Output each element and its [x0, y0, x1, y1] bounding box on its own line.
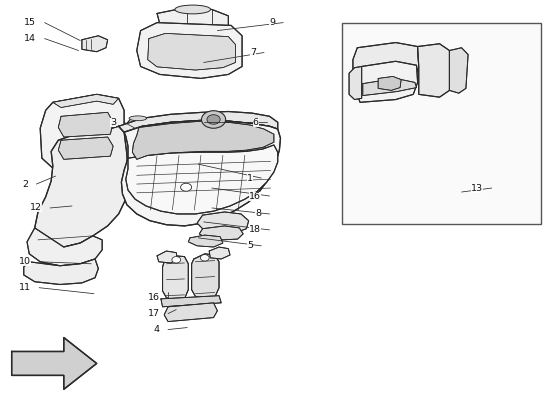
- Polygon shape: [209, 247, 230, 259]
- Polygon shape: [363, 78, 416, 96]
- Polygon shape: [353, 42, 419, 86]
- Polygon shape: [58, 112, 113, 137]
- Polygon shape: [133, 121, 274, 159]
- Ellipse shape: [175, 5, 211, 14]
- Polygon shape: [449, 48, 468, 93]
- Polygon shape: [164, 303, 217, 322]
- Polygon shape: [40, 94, 124, 173]
- Polygon shape: [12, 338, 97, 389]
- Polygon shape: [157, 251, 177, 263]
- Polygon shape: [148, 33, 235, 70]
- Polygon shape: [356, 61, 417, 102]
- Text: 2: 2: [22, 180, 28, 188]
- Circle shape: [207, 115, 220, 124]
- Text: 10: 10: [19, 257, 31, 266]
- Polygon shape: [378, 76, 401, 90]
- Text: 14: 14: [24, 34, 36, 43]
- Text: 9: 9: [269, 18, 275, 27]
- Polygon shape: [126, 118, 148, 138]
- Polygon shape: [58, 137, 113, 159]
- Ellipse shape: [129, 116, 147, 121]
- Bar: [342, 23, 541, 224]
- Polygon shape: [126, 145, 278, 214]
- Circle shape: [201, 111, 225, 128]
- Text: 16: 16: [148, 293, 160, 302]
- Polygon shape: [27, 228, 102, 266]
- Polygon shape: [163, 256, 188, 300]
- Text: 4: 4: [154, 325, 160, 334]
- Text: 3: 3: [110, 118, 116, 127]
- Polygon shape: [24, 259, 98, 284]
- Polygon shape: [119, 112, 278, 132]
- Text: 5: 5: [247, 241, 253, 250]
- Circle shape: [180, 183, 191, 191]
- Polygon shape: [349, 66, 362, 100]
- Text: 12: 12: [30, 204, 42, 212]
- Polygon shape: [191, 254, 219, 300]
- Polygon shape: [54, 171, 108, 181]
- Text: 1: 1: [247, 174, 253, 182]
- Text: 18: 18: [249, 225, 261, 234]
- Polygon shape: [199, 226, 243, 240]
- Polygon shape: [82, 36, 108, 52]
- Polygon shape: [197, 212, 249, 233]
- Text: 6: 6: [252, 118, 258, 127]
- Polygon shape: [188, 235, 223, 247]
- Polygon shape: [122, 120, 280, 226]
- Text: 7: 7: [250, 48, 256, 57]
- Circle shape: [200, 255, 209, 261]
- Text: 8: 8: [255, 210, 261, 218]
- Text: 13: 13: [471, 184, 483, 192]
- Polygon shape: [417, 44, 449, 97]
- Polygon shape: [35, 126, 128, 247]
- Polygon shape: [137, 23, 242, 78]
- Text: 16: 16: [249, 192, 261, 200]
- Text: 17: 17: [148, 309, 160, 318]
- Circle shape: [172, 257, 180, 263]
- Polygon shape: [157, 8, 228, 32]
- Text: 15: 15: [24, 18, 36, 27]
- Polygon shape: [161, 296, 221, 307]
- Polygon shape: [53, 94, 119, 108]
- Text: 11: 11: [19, 283, 31, 292]
